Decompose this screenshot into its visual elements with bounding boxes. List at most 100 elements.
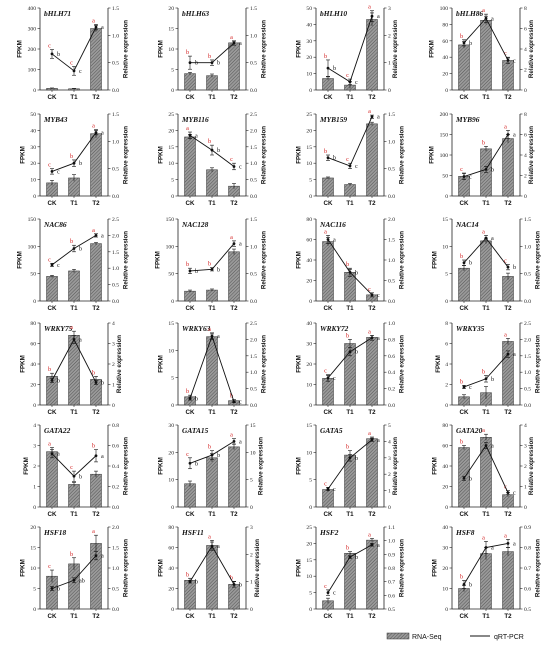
y-axis-label-right: Relative expression [392,437,399,495]
panel-wrky72: 0 10 20 30 40 0.0 0.2 0.4 0.6 0.8 1.0 FPKM Relative … [296,321,406,416]
rna-significance-letter: a [504,532,507,539]
left-tick-label: 10 [306,383,312,389]
left-tick-label: 10 [30,178,36,184]
qrt-significance-letter: a [239,40,242,47]
qrt-significance-letter: a [239,438,242,445]
left-tick-label: 20 [442,485,448,491]
right-tick-label: 2 [524,464,527,470]
x-tick-label: T1 [70,613,78,620]
x-tick-label: T2 [504,94,512,101]
y-axis-label-left: FPKM [428,40,435,58]
right-tick-label: 2.0 [388,217,395,223]
x-tick-label: T1 [346,613,354,620]
rna-significance-letter: b [70,153,73,160]
left-tick-label: 200 [440,112,449,118]
right-tick-label: 0.7 [388,580,395,586]
right-tick-label: 1.5 [250,217,257,223]
left-tick-label: 40 [30,362,36,368]
right-tick-label: 2.0 [112,233,119,239]
y-axis-label-right: Relative expression [528,437,535,495]
right-tick-label: 0.0 [250,88,257,94]
right-tick-label: 1.0 [112,566,119,572]
qrt-significance-letter: b [469,581,472,588]
left-tick-label: 10 [442,244,448,250]
x-tick-label: T2 [92,409,100,416]
left-tick-label: 40 [442,525,448,531]
left-tick-label: 50 [30,112,36,118]
x-tick-label: T2 [504,613,512,620]
left-tick-label: 0 [33,607,36,613]
rna-bar [184,290,196,302]
rna-significance-letter: a [482,7,485,14]
left-tick-label: 5 [33,587,36,593]
qrt-significance-letter: ab [79,577,85,584]
y-axis-label-left: FPKM [432,457,439,475]
right-tick-label: 10 [250,450,256,456]
gene-title: NAC14 [455,220,479,229]
gene-title: HSF2 [319,528,339,537]
right-tick-label: 1.5 [112,250,119,256]
right-tick-label: 1.5 [524,354,531,360]
right-tick-label: 0.0 [250,403,257,409]
left-tick-label: 80 [442,423,448,429]
left-tick-label: 15 [442,217,448,223]
gene-title: NAC128 [181,220,209,229]
left-tick-label: 2 [445,383,448,389]
rna-bar [228,251,240,302]
right-tick-label: 1.0 [250,370,257,376]
panel-wrky75: 0 20 40 60 80 0 1 2 3 4 FPKM Relative expression WRK… [20,321,124,416]
rna-bar [90,243,102,302]
qrt-significance-letter: b [355,349,358,356]
left-tick-label: 60 [442,39,448,45]
left-tick-label: 25 [306,112,312,118]
x-tick-label: T1 [346,409,354,416]
left-tick-label: 0 [445,299,448,305]
x-tick-label: T2 [92,511,100,518]
gene-title: bHLH86 [456,9,483,18]
rna-significance-letter: a [70,324,73,331]
right-tick-label: 1.5 [250,6,257,12]
right-tick-label: 0.5 [250,272,257,278]
x-tick-label: CK [324,305,333,312]
qrt-significance-letter: c [513,57,516,64]
gene-title: WRKY35 [456,324,485,333]
qrt-significance-letter: b [195,460,198,467]
right-tick-label: 2 [250,552,253,558]
rna-significance-letter: b [208,53,211,60]
rna-significance-letter: b [460,33,463,40]
rna-significance-letter: a [208,326,211,333]
panel-myb159: 0 5 10 15 20 25 0.0 0.5 1.0 1.5 FPKM Relative expre… [296,108,406,207]
qrt-significance-letter: a [491,545,494,552]
qrt-significance-letter: b [469,475,472,482]
rna-bar [90,133,102,197]
qrt-significance-letter: b [333,65,336,72]
left-tick-label: 15 [168,145,174,151]
rna-significance-letter: a [230,432,233,439]
x-tick-label: T1 [482,613,490,620]
y-axis-label-left: FPKM [296,251,303,269]
y-axis-label-right: Relative expression [123,20,130,78]
rna-bar [206,289,218,302]
rna-bar [206,457,218,508]
y-axis-label-left: FPKM [296,40,303,58]
y-axis-label-right: Relative expression [123,231,130,289]
y-axis-label-right: Relative expression [123,539,130,597]
x-tick-label: CK [186,613,195,620]
rna-bar [458,267,470,302]
y-axis-label-left: FPKM [20,559,27,577]
left-tick-label: 20 [30,525,36,531]
rna-bar [344,552,356,610]
qrt-significance-letter: c [333,590,336,597]
qrt-line [51,26,97,72]
panel-bhlh71: 0 100 200 300 400 0.0 0.5 1.0 1.5 FPKM Relative ex… [16,6,129,101]
right-tick-label: 4 [524,153,527,159]
y-axis-label-left: FPKM [296,457,303,475]
rna-significance-letter: b [92,369,95,376]
rna-significance-letter: a [482,427,485,434]
left-tick-label: 10 [168,47,174,53]
left-tick-label: 0 [33,88,36,94]
rna-bar [458,44,470,91]
rna-significance-letter: a [368,328,371,335]
panel-hsf11: 0 20 40 60 80 0 1 2 3 FPKM Relative expression HSF1… [158,525,262,620]
rna-significance-letter: c [48,563,51,570]
